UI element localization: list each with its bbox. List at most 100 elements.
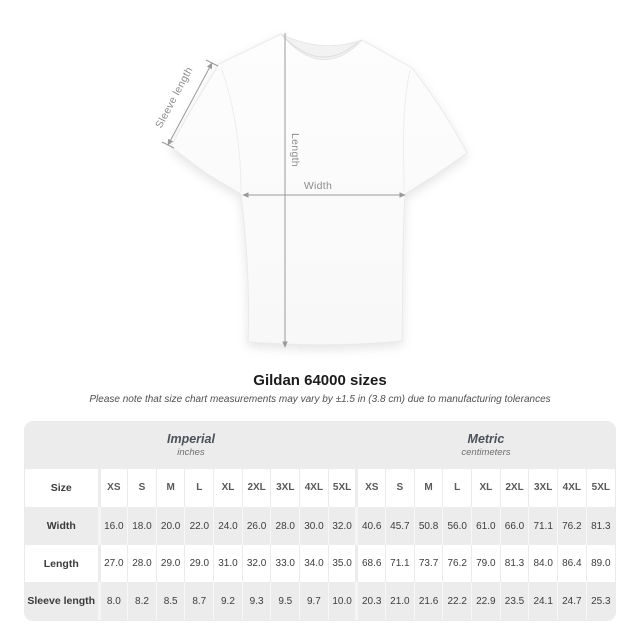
- size-col-header-metric: S: [385, 468, 415, 508]
- unit-sublabel: centimeters: [461, 447, 511, 459]
- size-value-cell: 35.0: [327, 544, 357, 583]
- row-label: Length: [25, 544, 99, 583]
- size-value-cell: 29.0: [184, 544, 214, 583]
- tshirt-diagram: Sleeve length Length Width: [153, 33, 468, 348]
- left-sleeve-seam: [220, 66, 242, 193]
- size-value-cell: 22.9: [471, 582, 501, 620]
- size-col-header-metric: 3XL: [528, 468, 558, 508]
- size-value-cell: 56.0: [442, 507, 472, 545]
- size-header: Size: [25, 468, 99, 508]
- size-col-header-imperial: XL: [213, 468, 243, 508]
- size-col-header-metric: 5XL: [585, 468, 615, 508]
- size-value-cell: 71.1: [385, 544, 415, 583]
- length-dimension: Length: [282, 33, 301, 348]
- size-value-cell: 9.2: [213, 582, 243, 620]
- size-value-cell: 28.0: [127, 544, 157, 583]
- size-value-cell: 40.6: [355, 507, 386, 545]
- table-row: Width 16.0 18.0 20.0 22.0 24.0 26.0 28.0 30.0 32.…: [25, 507, 615, 545]
- size-value-cell: 8.2: [127, 582, 157, 620]
- size-value-cell: 81.3: [585, 507, 615, 545]
- table-row: Length 27.0 28.0 29.0 29.0 31.0 32.0 33.0 34.0 35…: [25, 544, 615, 583]
- size-value-cell: 8.5: [155, 582, 185, 620]
- unit-name: Imperial: [166, 431, 215, 446]
- sizes-header-row: Size XS S M L XL 2XL 3XL 4XL 5XL XS S M L XL 2XL 3XL 4XL 5…: [25, 468, 615, 508]
- length-label: Length: [289, 133, 301, 167]
- size-value-cell: 32.0: [241, 544, 271, 583]
- size-value-cell: 68.6: [355, 544, 386, 583]
- size-value-cell: 25.3: [585, 582, 615, 620]
- size-col-header-imperial: 4XL: [299, 468, 329, 508]
- size-value-cell: 24.0: [213, 507, 243, 545]
- size-value-cell: 50.8: [413, 507, 443, 545]
- size-table-card: Imperial inches Metric centimeters Size XS S M L…: [24, 421, 616, 621]
- tolerance-note: Please note that size chart measurements…: [89, 394, 551, 405]
- size-value-cell: 34.0: [299, 544, 329, 583]
- size-value-cell: 21.6: [413, 582, 443, 620]
- size-value-cell: 8.0: [97, 582, 128, 620]
- row-label: Sleeve length: [25, 582, 99, 620]
- size-value-cell: 76.2: [557, 507, 587, 545]
- size-value-cell: 84.0: [528, 544, 558, 583]
- unit-header-imperial: Imperial inches: [25, 422, 357, 469]
- width-label: Width: [304, 180, 332, 192]
- size-table: Imperial inches Metric centimeters Size XS S M L…: [25, 422, 615, 620]
- size-col-header-metric: XS: [355, 468, 386, 508]
- size-col-header-imperial: M: [155, 468, 185, 508]
- size-value-cell: 27.0: [97, 544, 128, 583]
- size-value-cell: 28.0: [270, 507, 300, 545]
- size-value-cell: 9.3: [241, 582, 271, 620]
- size-value-cell: 31.0: [213, 544, 243, 583]
- unit-sublabel: inches: [177, 447, 205, 459]
- size-col-header-metric: XL: [471, 468, 501, 508]
- unit-header-metric: Metric centimeters: [356, 422, 615, 469]
- size-value-cell: 24.7: [557, 582, 587, 620]
- size-value-cell: 23.5: [499, 582, 529, 620]
- size-value-cell: 22.0: [184, 507, 214, 545]
- size-value-cell: 16.0: [97, 507, 128, 545]
- size-value-cell: 86.4: [557, 544, 587, 583]
- size-col-header-metric: L: [442, 468, 472, 508]
- size-value-cell: 9.5: [270, 582, 300, 620]
- size-col-header-imperial: 2XL: [241, 468, 271, 508]
- size-value-cell: 9.7: [299, 582, 329, 620]
- size-value-cell: 21.0: [385, 582, 415, 620]
- size-value-cell: 71.1: [528, 507, 558, 545]
- size-value-cell: 32.0: [327, 507, 357, 545]
- size-value-cell: 22.2: [442, 582, 472, 620]
- size-col-header-imperial: L: [184, 468, 214, 508]
- size-col-header-imperial: S: [127, 468, 157, 508]
- size-value-cell: 73.7: [413, 544, 443, 583]
- size-col-header-metric: M: [413, 468, 443, 508]
- unit-name: Metric: [467, 431, 505, 446]
- size-value-cell: 8.7: [184, 582, 214, 620]
- size-col-header-metric: 4XL: [557, 468, 587, 508]
- size-value-cell: 10.0: [327, 582, 357, 620]
- size-value-cell: 33.0: [270, 544, 300, 583]
- size-value-cell: 30.0: [299, 507, 329, 545]
- size-value-cell: 26.0: [241, 507, 271, 545]
- right-sleeve-seam: [403, 69, 411, 193]
- size-value-cell: 20.3: [355, 582, 386, 620]
- size-value-cell: 45.7: [385, 507, 415, 545]
- size-col-header-metric: 2XL: [499, 468, 529, 508]
- width-dimension: Width: [242, 180, 406, 198]
- row-label: Width: [25, 507, 99, 545]
- size-value-cell: 89.0: [585, 544, 615, 583]
- table-row: Sleeve length 8.0 8.2 8.5 8.7 9.2 9.3 9.5 9.7 10.…: [25, 582, 615, 620]
- size-value-cell: 81.3: [499, 544, 529, 583]
- size-value-cell: 66.0: [499, 507, 529, 545]
- size-value-cell: 79.0: [471, 544, 501, 583]
- unit-header-row: Imperial inches Metric centimeters: [25, 422, 615, 469]
- size-value-cell: 18.0: [127, 507, 157, 545]
- size-value-cell: 76.2: [442, 544, 472, 583]
- tshirt-illustration: [170, 33, 468, 346]
- page-title: Gildan 64000 sizes: [253, 372, 387, 389]
- size-col-header-imperial: XS: [97, 468, 128, 508]
- size-col-header-imperial: 5XL: [327, 468, 357, 508]
- size-col-header-imperial: 3XL: [270, 468, 300, 508]
- size-value-cell: 20.0: [155, 507, 185, 545]
- size-value-cell: 29.0: [155, 544, 185, 583]
- size-value-cell: 61.0: [471, 507, 501, 545]
- size-value-cell: 24.1: [528, 582, 558, 620]
